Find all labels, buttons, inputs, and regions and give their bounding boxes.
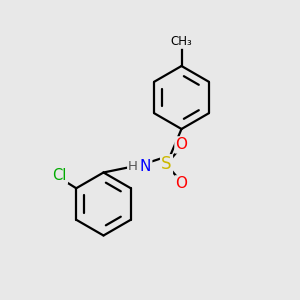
Text: Cl: Cl	[52, 168, 67, 183]
Text: S: S	[161, 155, 172, 173]
Text: CH₃: CH₃	[171, 35, 192, 48]
Text: N: N	[140, 159, 151, 174]
Text: H: H	[128, 160, 138, 173]
Text: O: O	[176, 137, 188, 152]
Text: O: O	[176, 176, 188, 191]
